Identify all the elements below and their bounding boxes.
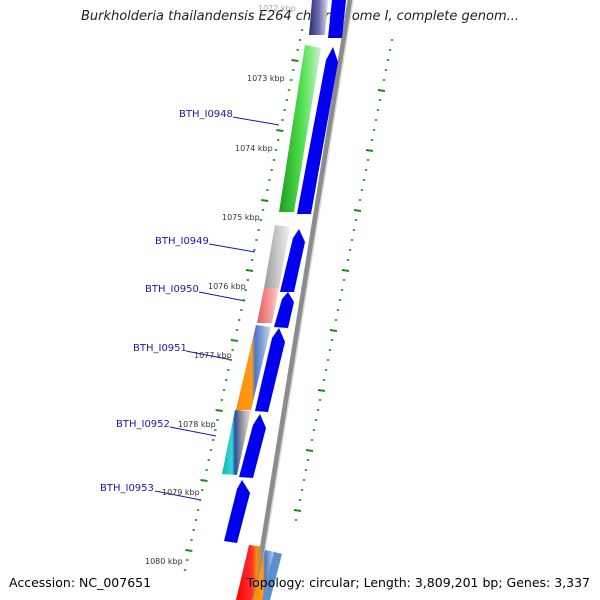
scale-tick [185,549,193,552]
gc-tick [293,509,302,512]
cds-arrow-0949 [280,229,305,292]
gene-label-bth-i0948[interactable]: BTH_I0948 [179,109,233,120]
cog-bar-orange [236,325,271,410]
backbone-highlight [256,0,354,600]
scale-label-1076: 1076 kbp [208,282,246,291]
scale-tick [230,339,238,342]
cds-arrow-0952 [239,414,266,478]
cog-bar-top [309,0,328,35]
gene-label-bth-i0950[interactable]: BTH_I0950 [145,284,199,295]
cog-bar-grey [264,225,290,288]
scale-label-1072: 1072 kbp [258,4,296,13]
scale-label-1080: 1080 kbp [145,557,183,566]
leader-line [154,490,202,501]
cog-bar-green [279,45,321,212]
scale-label-1074: 1074 kbp [235,144,273,153]
gc-tick [329,329,338,332]
leader-line [185,350,233,361]
scale-label-1077: 1077 kbp [194,351,232,360]
scale-tick [245,269,254,272]
gc-tick [317,389,326,392]
scale-tick [261,199,269,202]
scale-label-1078: 1078 kbp [178,420,216,429]
genome-summary-text: Topology: circular; Length: 3,809,201 bp… [246,575,590,590]
scale-tick [291,59,299,62]
gene-label-bth-i0951[interactable]: BTH_I0951 [133,343,187,354]
scale-tick [215,409,223,412]
gene-label-bth-i0952[interactable]: BTH_I0952 [116,419,170,430]
cds-arrow-top [328,0,346,38]
scale-label-1075: 1075 kbp [222,213,260,222]
gc-tick [353,209,362,212]
scale-tick [276,129,284,132]
cog-bar-red [236,545,265,600]
cds-arrow-0950 [274,292,294,328]
map-title: Burkholderia thailandensis E264 chromoso… [80,9,520,24]
leader-line [198,291,246,302]
cog-bar-blue-small [262,552,282,600]
backbone-line [251,0,353,600]
gc-tick [377,89,386,92]
cds-arrow-0951 [255,328,285,412]
gc-tick [305,449,314,452]
cog-bar-orange-small [253,550,275,600]
scale-label-1073: 1073 kbp [247,74,285,83]
gc-tick [365,149,374,152]
leader-line [169,426,217,437]
scale-label-1079: 1079 kbp [162,488,200,497]
cds-arrow-0948 [297,47,338,214]
cog-bar-cyan [222,410,251,475]
leader-line [232,116,280,126]
gene-label-bth-i0949[interactable]: BTH_I0949 [155,236,209,247]
gene-label-bth-i0953[interactable]: BTH_I0953 [100,483,154,494]
cds-arrow-0953 [224,480,250,543]
scale-ticks-left [183,29,304,571]
gc-ticks-right [293,39,394,521]
cog-bar-pink [257,288,279,323]
gc-tick [341,269,350,272]
scale-tick [200,479,208,482]
leader-line [208,243,256,253]
accession-text: Accession: NC_007651 [9,575,152,590]
